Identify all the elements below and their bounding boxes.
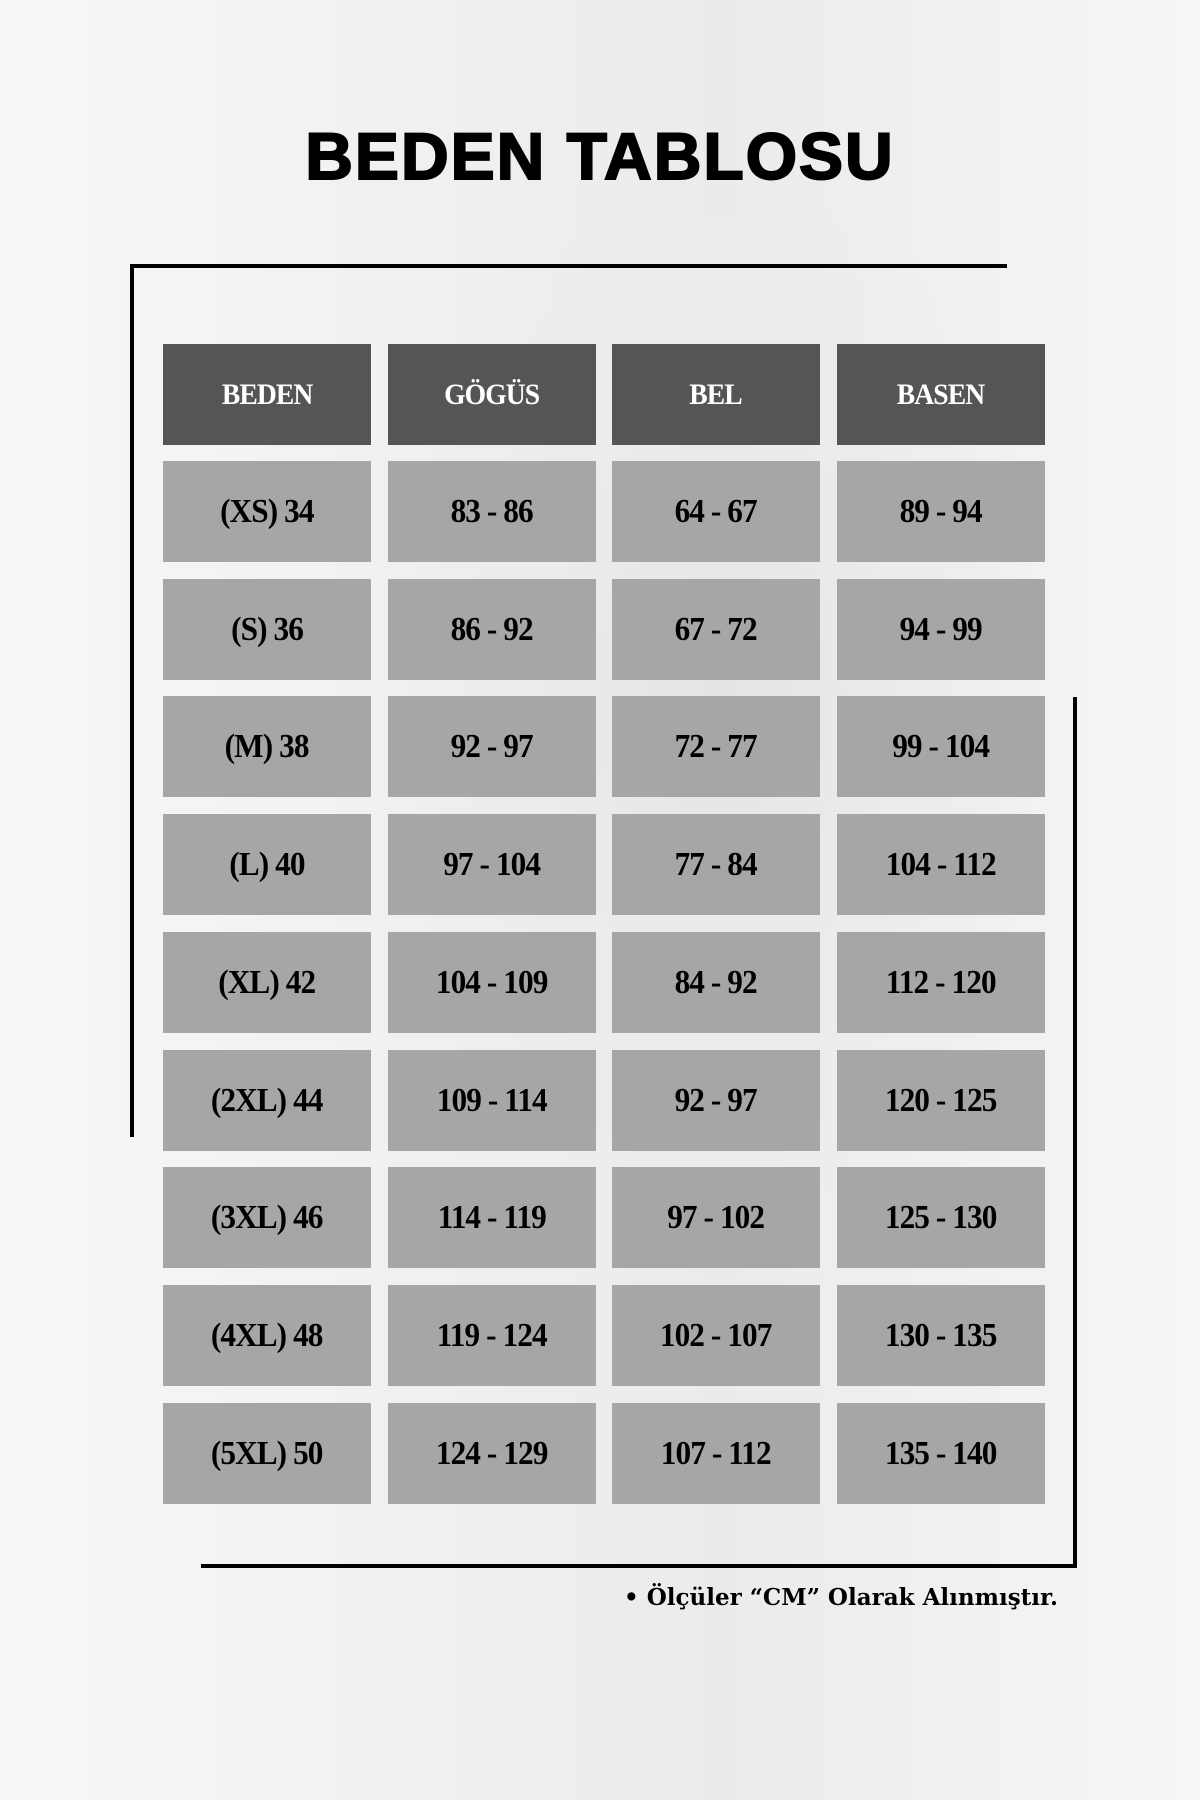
frame-left-line: [130, 264, 134, 1137]
table-cell: 104 - 112: [837, 814, 1045, 915]
table-cell-text: 92 - 97: [450, 727, 534, 765]
table-cell-text: (4XL) 48: [211, 1316, 324, 1354]
table-cell: 104 - 109: [388, 932, 596, 1033]
table-cell: (2XL) 44: [163, 1050, 371, 1151]
table-cell: (S) 36: [163, 579, 371, 680]
table-cell: 130 - 135: [837, 1285, 1045, 1386]
table-cell: (XS) 34: [163, 461, 371, 562]
table-cell-text: (M) 38: [225, 727, 310, 765]
table-cell: 124 - 129: [388, 1403, 596, 1504]
table-cell: 114 - 119: [388, 1167, 596, 1268]
page-title: BEDEN TABLOSU: [304, 118, 895, 194]
table-cell: (4XL) 48: [163, 1285, 371, 1386]
header-cell-text: BEDEN: [221, 377, 313, 411]
table-cell: 86 - 92: [388, 579, 596, 680]
table-cell-text: 104 - 109: [436, 963, 549, 1001]
table-cell-text: 67 - 72: [674, 610, 758, 648]
table-cell: 94 - 99: [837, 579, 1045, 680]
header-cell-text: BEL: [689, 377, 743, 411]
table-cell: 102 - 107: [612, 1285, 820, 1386]
table-cell: 119 - 124: [388, 1285, 596, 1386]
table-cell: (5XL) 50: [163, 1403, 371, 1504]
table-cell-text: 99 - 104: [892, 727, 991, 765]
table-cell-text: 125 - 130: [885, 1198, 998, 1236]
table-cell: (L) 40: [163, 814, 371, 915]
table-cell-text: (XL) 42: [218, 963, 317, 1001]
table-cell-text: 135 - 140: [885, 1434, 998, 1472]
header-cell-text: BASEN: [897, 377, 985, 411]
table-cell-text: 109 - 114: [437, 1081, 548, 1119]
table-cell-text: (L) 40: [229, 845, 305, 883]
table-cell-text: 86 - 92: [450, 610, 534, 648]
table-cell: 77 - 84: [612, 814, 820, 915]
table-cell-text: 107 - 112: [661, 1434, 772, 1472]
table-cell-text: (S) 36: [231, 610, 304, 648]
table-cell-text: 72 - 77: [674, 727, 758, 765]
table-cell: 99 - 104: [837, 696, 1045, 797]
frame-bottom-line: [201, 1564, 1077, 1568]
table-cell-text: (3XL) 46: [211, 1198, 324, 1236]
table-cell: 64 - 67: [612, 461, 820, 562]
table-cell-text: (XS) 34: [220, 492, 314, 530]
table-cell: (3XL) 46: [163, 1167, 371, 1268]
table-cell-text: 64 - 67: [674, 492, 758, 530]
table-cell-text: 92 - 97: [674, 1081, 758, 1119]
table-cell: 97 - 102: [612, 1167, 820, 1268]
header-cell: GÖGÜS: [388, 344, 596, 445]
table-cell-text: (5XL) 50: [211, 1434, 324, 1472]
table-cell: 92 - 97: [388, 696, 596, 797]
table-cell-text: 84 - 92: [674, 963, 758, 1001]
table-cell-text: 77 - 84: [674, 845, 758, 883]
table-cell: 72 - 77: [612, 696, 820, 797]
table-cell-text: (2XL) 44: [211, 1081, 324, 1119]
table-cell: (M) 38: [163, 696, 371, 797]
table-cell-text: 97 - 104: [443, 845, 542, 883]
table-cell: 135 - 140: [837, 1403, 1045, 1504]
table-cell: 84 - 92: [612, 932, 820, 1033]
table-cell-text: 114 - 119: [437, 1198, 547, 1236]
table-cell-text: 97 - 102: [667, 1198, 766, 1236]
frame-top-line: [134, 264, 1007, 268]
table-cell: 97 - 104: [388, 814, 596, 915]
table-cell: 89 - 94: [837, 461, 1045, 562]
table-cell: (XL) 42: [163, 932, 371, 1033]
table-cell: 67 - 72: [612, 579, 820, 680]
header-cell: BEL: [612, 344, 820, 445]
table-cell: 120 - 125: [837, 1050, 1045, 1151]
table-cell: 83 - 86: [388, 461, 596, 562]
table-cell-text: 104 - 112: [886, 845, 997, 883]
table-cell: 92 - 97: [612, 1050, 820, 1151]
table-cell: 107 - 112: [612, 1403, 820, 1504]
table-cell: 109 - 114: [388, 1050, 596, 1151]
header-cell-text: GÖGÜS: [444, 377, 540, 411]
table-cell: 125 - 130: [837, 1167, 1045, 1268]
table-cell-text: 124 - 129: [436, 1434, 549, 1472]
measurement-note: • Ölçüler “CM” Olarak Alınmıştır.: [624, 1584, 1059, 1611]
table-cell-text: 94 - 99: [899, 610, 983, 648]
header-cell: BASEN: [837, 344, 1045, 445]
table-cell-text: 119 - 124: [437, 1316, 548, 1354]
table-cell-text: 89 - 94: [899, 492, 983, 530]
table-cell-text: 83 - 86: [450, 492, 534, 530]
table-cell-text: 120 - 125: [885, 1081, 998, 1119]
table-cell-text: 102 - 107: [660, 1316, 773, 1354]
header-cell: BEDEN: [163, 344, 371, 445]
table-cell: 112 - 120: [837, 932, 1045, 1033]
table-cell-text: 130 - 135: [885, 1316, 998, 1354]
table-cell-text: 112 - 120: [886, 963, 997, 1001]
frame-right-line: [1073, 697, 1077, 1568]
